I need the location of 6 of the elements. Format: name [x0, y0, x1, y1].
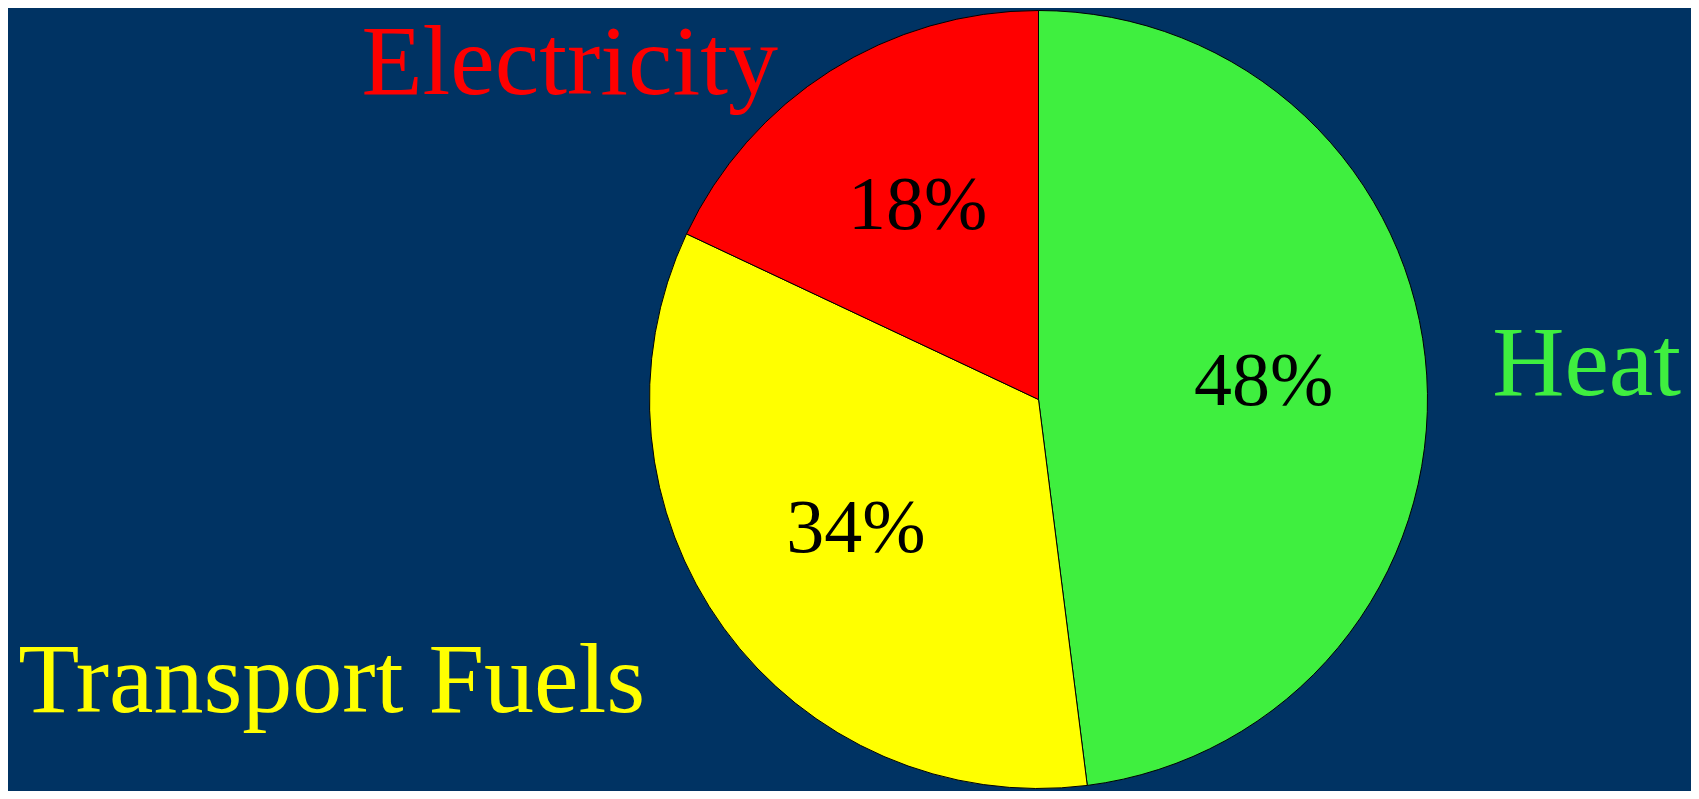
data-label: 18% [847, 160, 988, 245]
slice-label: Heat [1492, 306, 1682, 418]
data-label: 34% [786, 484, 926, 569]
slice-label: Transport Fuels [18, 622, 646, 734]
data-label: 48% [1194, 337, 1334, 422]
slice-label: Electricity [361, 5, 778, 117]
